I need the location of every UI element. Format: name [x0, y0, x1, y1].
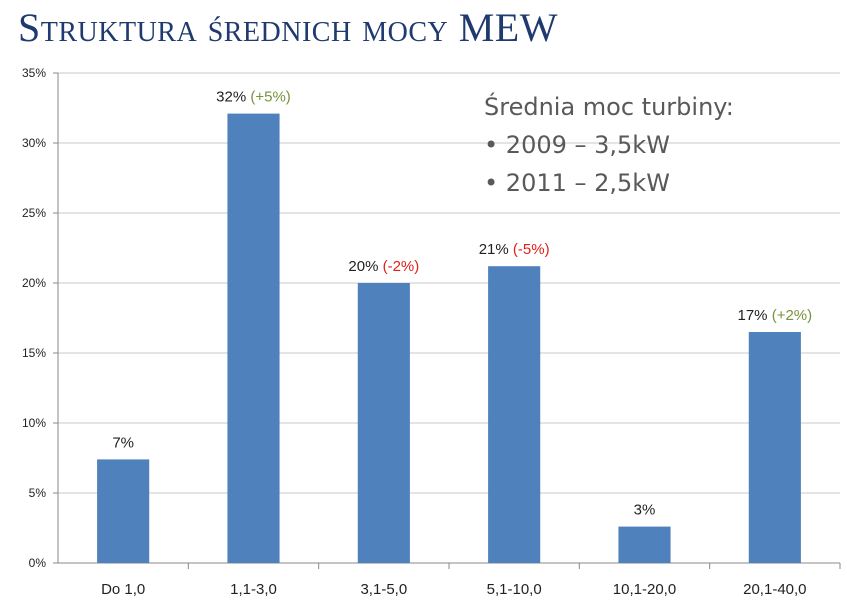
annotation-list: 2009 – 3,5kW 2011 – 2,5kW — [484, 126, 734, 202]
y-tick-label: 35% — [22, 66, 46, 80]
data-label: 7% — [112, 434, 134, 451]
data-label: 17% (+2%) — [738, 307, 813, 324]
x-category-label: 10,1-20,0 — [613, 581, 676, 598]
data-label-value: 17% — [738, 307, 768, 324]
bar — [357, 283, 410, 563]
bar — [488, 266, 541, 563]
y-tick-label: 5% — [29, 486, 47, 500]
data-label-value: 3% — [634, 502, 656, 519]
data-label-value: 21% — [479, 241, 509, 258]
annotation-item-2009: 2009 – 3,5kW — [484, 126, 734, 164]
data-label: 3% — [634, 502, 656, 519]
x-category-label: 20,1-40,0 — [743, 581, 806, 598]
y-tick-label: 15% — [22, 346, 46, 360]
data-label-value: 20% — [348, 258, 378, 275]
y-tick-label: 20% — [22, 276, 46, 290]
data-label-change: (+5%) — [246, 89, 291, 106]
x-category-label: 3,1-5,0 — [360, 581, 407, 598]
data-label-change: (+2%) — [768, 307, 813, 324]
data-label-value: 7% — [112, 434, 134, 451]
data-label-value: 32% — [216, 89, 246, 106]
data-label: 20% (-2%) — [348, 258, 419, 275]
data-label: 21% (-5%) — [479, 241, 550, 258]
y-tick-label: 25% — [22, 206, 46, 220]
bar — [618, 526, 671, 563]
data-label-change: (-5%) — [509, 241, 550, 258]
bar — [748, 332, 801, 563]
page-title: Struktura średnich mocy MEW — [18, 5, 558, 50]
annotation-heading: Średnia moc turbiny: — [484, 93, 734, 121]
annotation-box: Średnia moc turbiny: 2009 – 3,5kW 2011 –… — [484, 88, 734, 202]
y-tick-label: 10% — [22, 416, 46, 430]
y-tick-label: 30% — [22, 136, 46, 150]
x-category-label: 5,1-10,0 — [487, 581, 542, 598]
bar — [227, 113, 280, 563]
y-tick-label: 0% — [29, 556, 47, 570]
data-label: 32% (+5%) — [216, 89, 291, 106]
x-category-label: Do 1,0 — [101, 581, 145, 598]
x-category-label: 1,1-3,0 — [230, 581, 277, 598]
data-label-change: (-2%) — [378, 258, 419, 275]
annotation-item-2011: 2011 – 2,5kW — [484, 164, 734, 202]
bar — [97, 459, 150, 563]
